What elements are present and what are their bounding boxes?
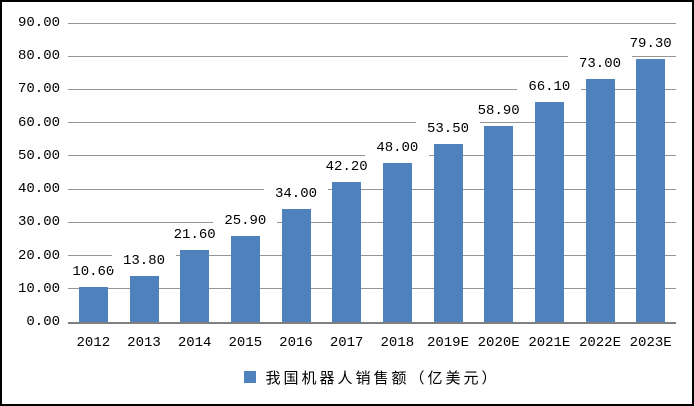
y-axis-tick-label: 90.00 [17, 15, 60, 31]
y-axis-tick-label: 0.00 [26, 314, 60, 330]
y-axis-tick-label: 80.00 [17, 48, 60, 65]
x-axis-tick-label: 2018 [380, 335, 415, 351]
y-axis-tick-label: 50.00 [17, 147, 60, 164]
gridline [68, 255, 676, 257]
gridline [68, 55, 676, 57]
bar-value-label: 53.50 [416, 121, 480, 138]
bar-value-label: 21.60 [162, 227, 227, 244]
legend-marker-square [244, 371, 257, 383]
y-axis-tick-label: 10.00 [17, 280, 60, 297]
bar [433, 144, 463, 322]
bar [585, 79, 615, 322]
gridline [68, 188, 676, 190]
gridline [68, 122, 676, 124]
x-axis-tick-label: 2016 [279, 335, 313, 351]
gridline [68, 88, 676, 90]
y-axis-tick-label: 70.00 [17, 81, 60, 98]
x-axis-tick-label: 2019E [426, 335, 469, 351]
bar-value-label: 66.10 [517, 79, 582, 96]
x-axis-tick-label: 2015 [228, 335, 263, 351]
bar [230, 235, 260, 322]
bar [78, 286, 108, 322]
x-axis-tick-label: 2017 [329, 335, 364, 351]
x-axis-tick-label: 2021E [528, 335, 571, 351]
y-axis-tick-label: 30.00 [17, 214, 60, 231]
x-axis-tick-label: 2013 [127, 335, 161, 351]
bar-value-label: 73.00 [568, 56, 632, 73]
x-axis-tick-label: 2022E [578, 335, 621, 351]
y-axis-tick-label: 40.00 [17, 181, 60, 198]
y-axis-tick-label: 20.00 [17, 247, 60, 264]
gridline [68, 221, 676, 223]
bar [534, 102, 564, 322]
bar-value-label: 58.90 [466, 103, 531, 120]
bar-value-label: 42.20 [314, 158, 379, 175]
bar-value-label: 13.80 [112, 253, 176, 270]
x-axis-tick-label: 2023E [629, 335, 672, 351]
gridline [68, 22, 676, 24]
bar-value-label: 34.00 [264, 186, 328, 203]
x-axis-tick-label: 2020E [477, 335, 520, 351]
bar [636, 58, 666, 322]
bar [382, 162, 412, 322]
bar [180, 250, 210, 322]
bar [281, 209, 311, 322]
bar [332, 181, 362, 322]
gridline [68, 288, 676, 290]
bar [129, 276, 159, 322]
x-axis-tick-label: 2012 [76, 335, 111, 351]
x-axis-tick-label: 2014 [177, 335, 212, 351]
y-axis-tick-label: 60.00 [17, 114, 60, 131]
bar-value-label: 48.00 [365, 139, 430, 156]
gridline [68, 155, 676, 157]
legend-label: 我国机器人销售额（亿美元） [265, 369, 500, 387]
legend: 我国机器人销售额（亿美元） [68, 367, 676, 387]
x-axis-line [68, 322, 676, 324]
bar-value-label: 79.30 [618, 35, 683, 52]
bar-value-label: 10.60 [61, 263, 126, 280]
bar [484, 126, 514, 322]
bar-value-label: 25.90 [213, 212, 278, 229]
